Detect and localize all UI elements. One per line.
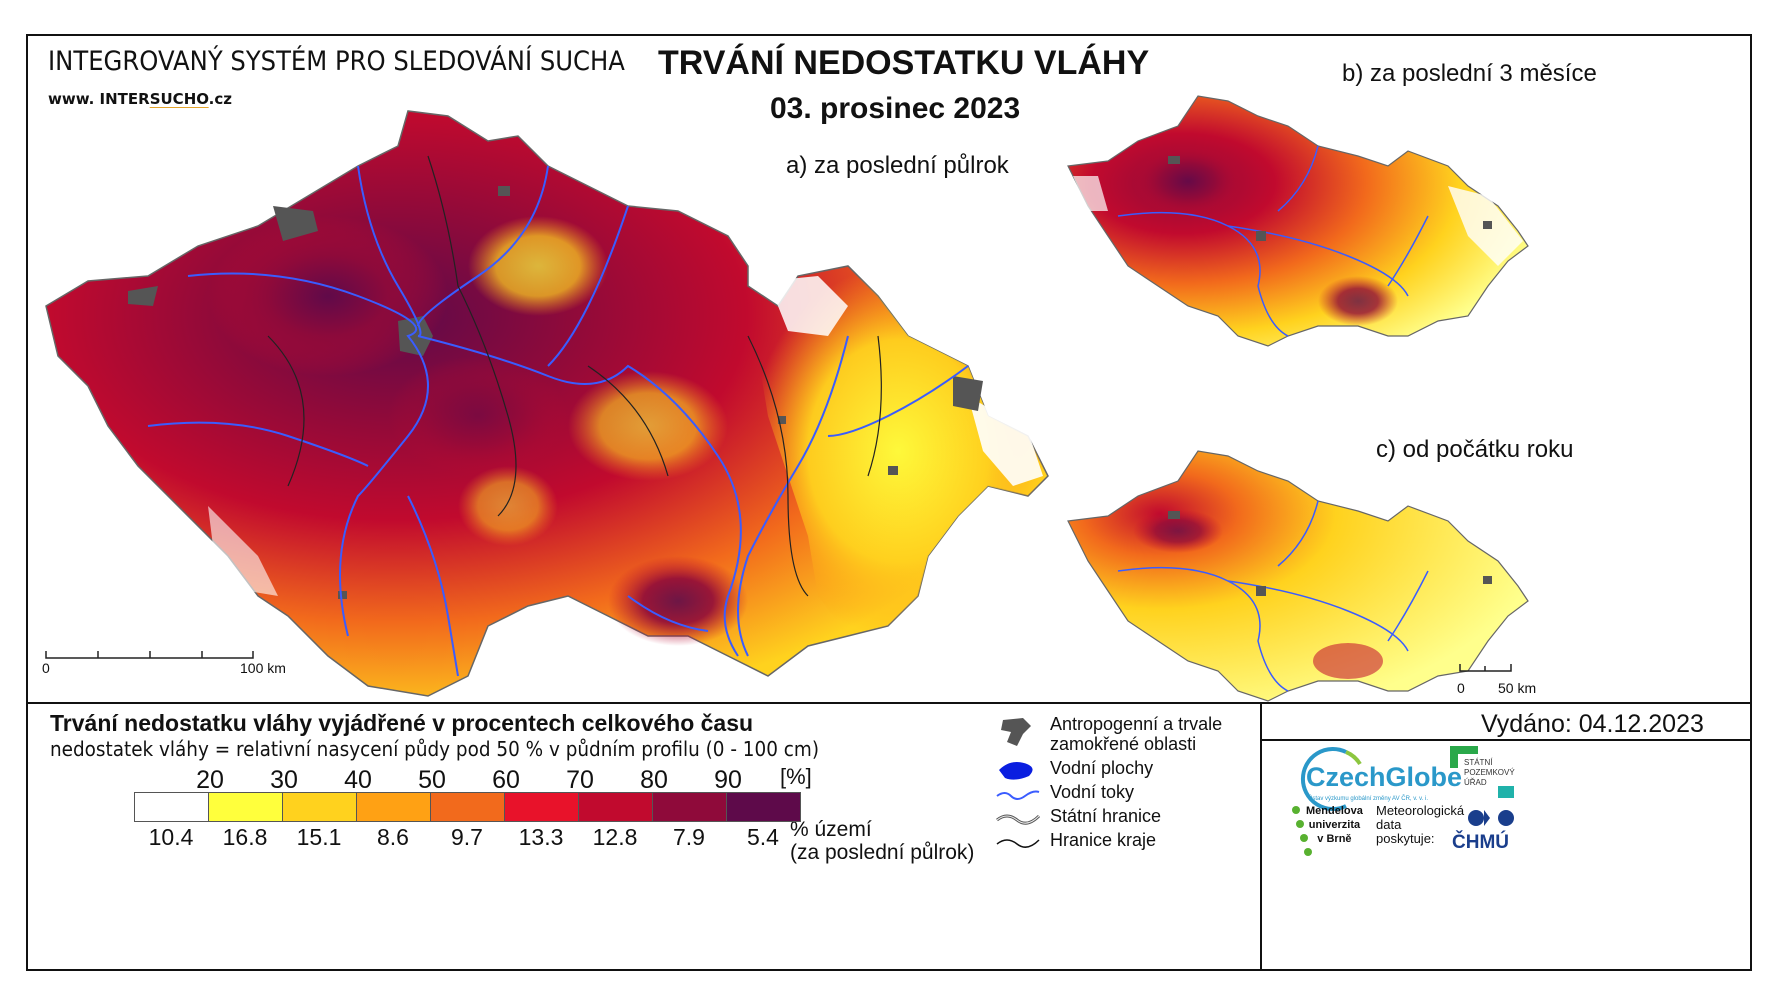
spu-line2: POZEMKOVÝ [1464, 768, 1515, 777]
legend-area-percent: 10.4 [148, 824, 194, 850]
legend-separator [28, 702, 1750, 704]
czechglobe-logo-icon [1301, 747, 1362, 811]
legend-swatch [504, 792, 579, 822]
legend-vertical-separator [1260, 702, 1262, 971]
met-line1: Meteorologická [1376, 803, 1465, 818]
czechglobe-logo-small: Ústav výzkumu globální změny AV ČR, v. v… [1308, 796, 1429, 802]
spu-logo-icon [1450, 746, 1478, 768]
legend-area-percent: 5.4 [747, 824, 779, 850]
anthropogenic-label-line2: zamokřené oblasti [1050, 734, 1197, 754]
rivers-b [1117, 145, 1429, 337]
legend-swatch [726, 792, 801, 822]
legend-swatch [430, 792, 505, 822]
legend-unit: [%] [780, 764, 812, 789]
threshold-label: 50 [418, 766, 446, 794]
legend-area-percent: 8.6 [377, 824, 409, 850]
mendel-line3: v Brně [1317, 833, 1352, 845]
legend-area-percent: 13.3 [518, 824, 564, 850]
rivers-a [147, 165, 969, 677]
anthropogenic-areas-c [1168, 511, 1492, 596]
legend-swatch [134, 792, 209, 822]
system-title: INTEGROVANÝ SYSTÉM PRO SLEDOVÁNÍ SUCHA [48, 46, 625, 77]
issued-date: Vydáno: 04.12.2023 [1481, 710, 1704, 738]
threshold-label: 40 [344, 766, 372, 794]
czechglobe-logo-text: CzechGlobe [1306, 762, 1463, 792]
mendel-line1: Mendelova [1306, 805, 1363, 817]
water-bodies-label: Vodní plochy [1050, 758, 1154, 778]
area-caption-line1: % území [790, 818, 872, 841]
anthropogenic-label: Antropogenní a trvale zamokřené oblasti [1050, 714, 1222, 754]
country-shape-a [45, 110, 1049, 697]
scale-small-end: 50 km [1498, 680, 1537, 696]
legend-area-percent: 9.7 [451, 824, 483, 850]
state-border-symbol-inner [996, 815, 1040, 824]
website-underlined: SUCHO [149, 90, 209, 108]
legend-area-percent: 12.8 [592, 824, 638, 850]
water-body-symbol-icon [999, 762, 1033, 780]
anthropogenic-areas-b [1168, 156, 1492, 241]
legend-swatch [282, 792, 357, 822]
legend-area-percent: 16.8 [222, 824, 268, 850]
website-link[interactable]: www. INTERSUCHO.cz [48, 90, 232, 108]
main-drought-map [45, 95, 1529, 702]
legend-area-percent: 15.1 [296, 824, 342, 850]
state-border-label: Státní hranice [1050, 806, 1162, 826]
main-title: TRVÁNÍ NEDOSTATKU VLÁHY [658, 44, 1150, 82]
met-data-text: Meteorologická data poskytuje: [1376, 804, 1464, 846]
mendel-logo-text: Mendelova univerzita v Brně [1306, 804, 1363, 846]
spu-logo-block [1498, 786, 1514, 798]
legend-title: Trvání nedostatku vláhy vyjádřené v proc… [50, 710, 754, 736]
website-suffix: .cz [208, 90, 232, 108]
map-b-label: b) za poslední 3 měsíce [1342, 60, 1597, 87]
threshold-label: 80 [640, 766, 668, 794]
anthropogenic-areas-a [128, 186, 983, 599]
area-caption: % území (za poslední půlrok) [790, 818, 974, 864]
chmu-logo-text: ČHMÚ [1452, 832, 1509, 853]
map-c-label: c) od počátku roku [1376, 436, 1574, 463]
scale-a-end: 100 km [240, 660, 286, 676]
legend-swatch [578, 792, 653, 822]
spu-logo-text: STÁTNÍ POZEMKOVÝ ÚŘAD [1464, 758, 1515, 788]
chmu-logo-icon [1468, 810, 1514, 826]
website-prefix: www. INTER [48, 90, 150, 108]
legend-swatch [208, 792, 283, 822]
legend-swatch [652, 792, 727, 822]
rivers-label: Vodní toky [1050, 782, 1135, 802]
legend-swatch [356, 792, 431, 822]
anthropogenic-label-line1: Antropogenní a trvale [1050, 714, 1223, 734]
legend-area-percent: 7.9 [673, 824, 705, 850]
scale-bar-small [1459, 664, 1512, 672]
map-frame: INTEGROVANÝ SYSTÉM PRO SLEDOVÁNÍ SUCHA w… [26, 34, 1752, 971]
anthropogenic-symbol-icon [1001, 718, 1031, 746]
threshold-label: 30 [270, 766, 298, 794]
region-border-label: Hranice kraje [1050, 830, 1157, 850]
scale-small-zero: 0 [1457, 680, 1465, 696]
threshold-label: 60 [492, 766, 520, 794]
scale-a-zero: 0 [42, 660, 50, 676]
mendel-line2: univerzita [1308, 819, 1361, 831]
river-symbol-icon [996, 790, 1040, 800]
region-border-symbol-icon [996, 839, 1040, 848]
map-date: 03. prosinec 2023 [770, 92, 1021, 125]
area-caption-line2: (za poslední půlrok) [790, 841, 975, 864]
threshold-label: 20 [196, 766, 224, 794]
met-line2: data [1376, 817, 1402, 832]
legend-subtitle: nedostatek vláhy = relativní nasycení pů… [50, 737, 820, 761]
symbol-legend-icons [996, 718, 1041, 848]
scale-bar-a [45, 651, 254, 659]
spu-line1: STÁTNÍ [1464, 758, 1493, 767]
spu-line3: ÚŘAD [1464, 778, 1487, 787]
mendel-logo-dots-icon [1292, 806, 1312, 856]
issued-separator [1260, 739, 1750, 741]
country-shape-b [1067, 95, 1529, 347]
met-line3: poskytuje: [1376, 831, 1435, 846]
threshold-label: 70 [566, 766, 594, 794]
country-shape-c [1067, 450, 1529, 702]
region-borders-a [267, 155, 882, 597]
map-a-label: a) za poslední půlrok [786, 152, 1009, 179]
threshold-label: 90 [714, 766, 742, 794]
